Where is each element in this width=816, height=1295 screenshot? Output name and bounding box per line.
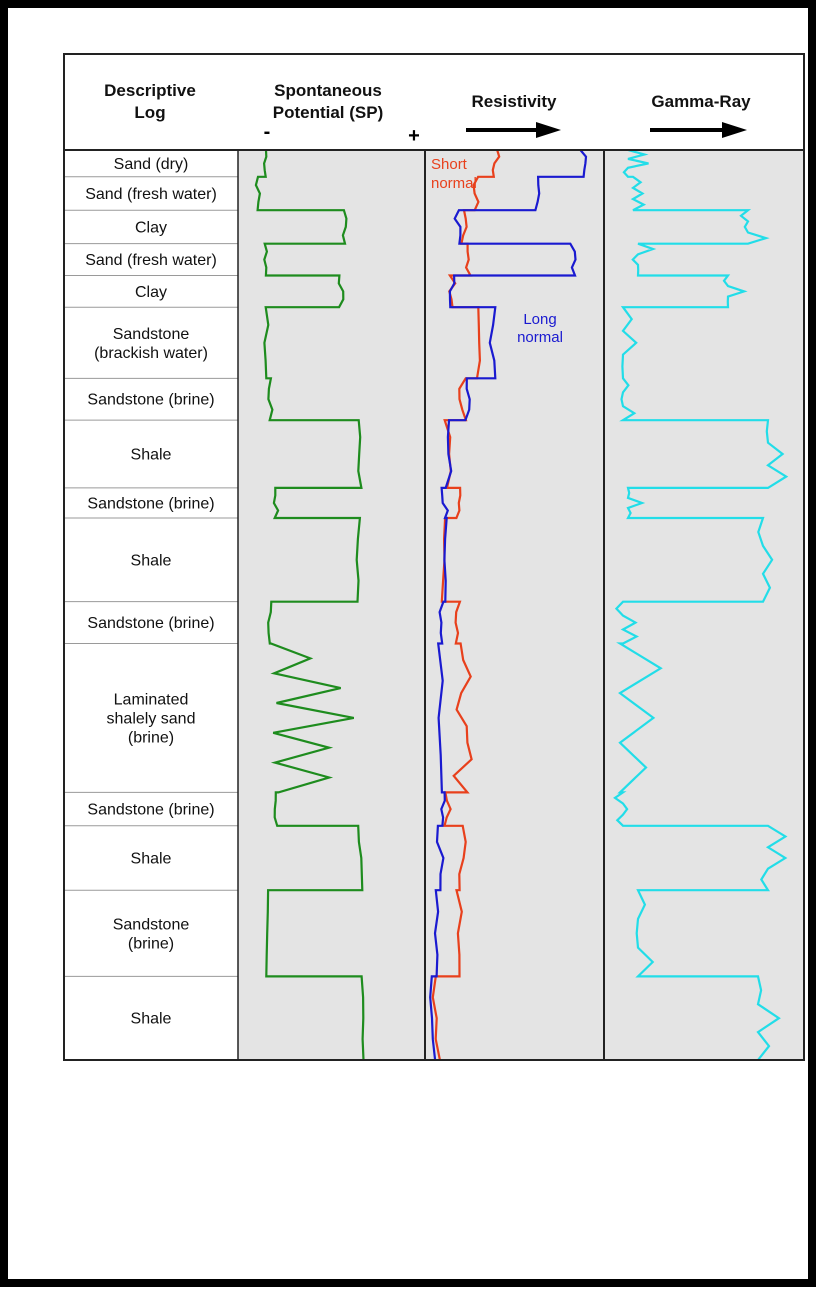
lithology-label: Shale (131, 447, 172, 464)
lithology-label: Sandstone (113, 326, 190, 343)
lithology-label: (brine) (128, 935, 174, 952)
lithology-label: shalely sand (107, 710, 196, 727)
sp-header-line1: Spontaneous (274, 81, 382, 100)
resistivity-arrow-icon (466, 122, 561, 138)
well-log-diagram: Descriptive Log Spontaneous Potential (S… (63, 53, 805, 1061)
lithology-label: Sandstone (113, 916, 190, 933)
long-normal-curve (429, 149, 588, 1061)
descriptive-track (64, 150, 238, 1060)
lithology-label: Sand (fresh water) (85, 186, 217, 203)
lithology-labels: Sand (dry) Sand (fresh water) Clay Sand (fr… (85, 156, 217, 1028)
gamma-header: Gamma-Ray (651, 92, 751, 111)
resistivity-header: Resistivity (471, 92, 557, 111)
short-normal-label-line2: normal (431, 175, 477, 192)
lithology-label: Clay (135, 219, 167, 236)
long-normal-label-line2: normal (517, 329, 563, 346)
log-table-border (63, 53, 805, 1061)
short-normal-label-line1: Short (431, 156, 468, 173)
lithology-label: (brackish water) (94, 345, 208, 362)
lithology-label: Sandstone (brine) (87, 615, 214, 632)
sp-header-line2: Potential (SP) (273, 103, 384, 122)
lithology-label: Sandstone (brine) (87, 495, 214, 512)
sp-track (238, 150, 425, 1060)
lithology-label: Shale (131, 552, 172, 569)
lithology-label: Sand (dry) (114, 156, 189, 173)
lithology-label: Shale (131, 851, 172, 868)
lithology-label: Clay (135, 284, 167, 301)
long-normal-label-line1: Long (523, 311, 556, 328)
descriptive-header-line1: Descriptive (104, 81, 196, 100)
sp-curve (254, 149, 365, 1061)
lithology-boundaries (64, 176, 238, 977)
gamma-arrow-icon (650, 122, 747, 138)
lithology-label: Sand (fresh water) (85, 252, 217, 269)
lithology-label: (brine) (128, 729, 174, 746)
lithology-label: Laminated (114, 691, 189, 708)
gamma-track (604, 150, 804, 1060)
descriptive-header-line2: Log (134, 103, 165, 122)
sp-plus-sign: + (408, 125, 420, 147)
lithology-label: Sandstone (brine) (87, 392, 214, 409)
lithology-label: Sandstone (brine) (87, 802, 214, 819)
resistivity-track (425, 150, 604, 1060)
gamma-ray-curve (613, 148, 789, 1061)
sp-minus-sign: - (264, 121, 271, 143)
lithology-label: Shale (131, 1011, 172, 1028)
